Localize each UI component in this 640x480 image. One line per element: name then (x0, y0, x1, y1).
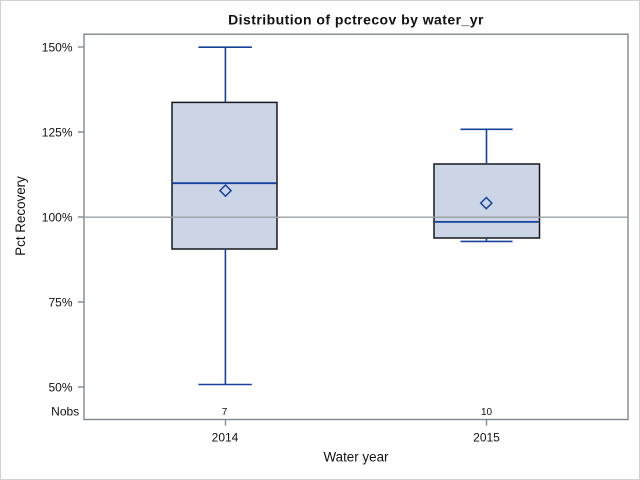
svg-text:75%: 75% (48, 295, 72, 309)
svg-text:50%: 50% (48, 380, 72, 394)
svg-text:Water year: Water year (324, 449, 390, 464)
svg-text:150%: 150% (42, 40, 73, 54)
svg-text:Nobs: Nobs (51, 405, 79, 419)
svg-text:2014: 2014 (212, 430, 239, 444)
svg-text:7: 7 (222, 407, 228, 418)
svg-text:125%: 125% (42, 125, 73, 139)
svg-text:100%: 100% (42, 210, 73, 224)
svg-text:2015: 2015 (473, 430, 500, 444)
svg-text:Pct Recovery: Pct Recovery (13, 176, 28, 256)
svg-text:Distribution of pctrecov by wa: Distribution of pctrecov by water_yr (228, 12, 484, 28)
svg-text:10: 10 (481, 407, 493, 418)
